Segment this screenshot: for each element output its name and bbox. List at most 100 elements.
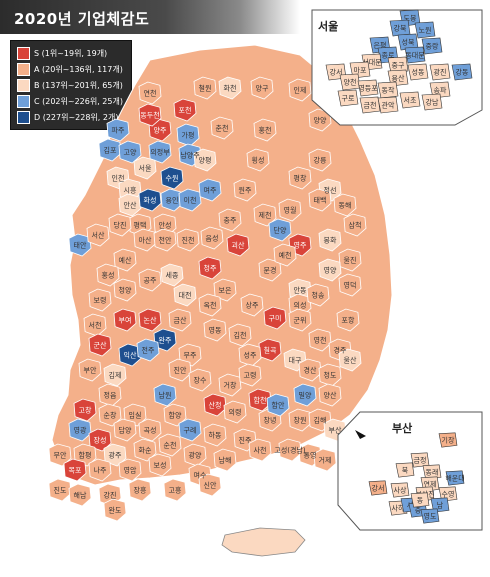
region-84 <box>118 343 142 367</box>
region-75 <box>138 308 162 332</box>
region-69 <box>240 293 264 317</box>
region-label-112: 함안 <box>272 401 285 410</box>
seoul-district-label-22: 관악 <box>382 101 395 110</box>
region-123 <box>248 438 272 462</box>
legend-label-d: D (227위~228위, 2개) <box>34 112 119 122</box>
region-label-117: 장성 <box>94 436 107 445</box>
region-132 <box>213 448 237 472</box>
region-51 <box>176 228 200 252</box>
region-104 <box>318 383 342 407</box>
region-89 <box>238 343 262 367</box>
region-label-104: 양산 <box>324 391 337 400</box>
region-label-100: 고령 <box>244 372 257 380</box>
legend-item-c: C (202위~226위, 25개) <box>17 94 123 108</box>
region-26 <box>333 193 357 217</box>
region-label-141: 해남 <box>74 491 87 500</box>
region-jeju <box>221 527 306 557</box>
region-label-96: 정읍 <box>104 391 117 400</box>
legend-label-s: S (1위~19위, 19개) <box>34 48 108 58</box>
region-label-88: 칠곡 <box>264 346 277 355</box>
region-59 <box>273 243 297 267</box>
region-label-59: 예천 <box>279 251 292 260</box>
region-label-122: 진주 <box>239 436 252 445</box>
seoul-district-2 <box>414 21 436 39</box>
region-77 <box>203 318 227 342</box>
region-label-77: 영동 <box>209 326 222 335</box>
region-label-116: 영광 <box>74 426 87 435</box>
region-label-91: 경산 <box>304 366 317 375</box>
region-label-111: 의령 <box>229 408 242 417</box>
region-42 <box>268 218 292 242</box>
seoul-district-label-15: 강서 <box>330 68 343 77</box>
region-label-103: 밀양 <box>299 392 312 400</box>
region-68 <box>198 293 222 317</box>
legend: S (1위~19위, 19개) A (20위~136위, 117개) B (13… <box>10 40 132 130</box>
region-label-65: 공주 <box>144 277 157 285</box>
region-63 <box>88 288 112 312</box>
legend-item-a: A (20위~136위, 117개) <box>17 62 123 76</box>
region-label-51: 진천 <box>182 236 195 245</box>
region-55 <box>96 263 120 287</box>
region-105 <box>73 398 97 422</box>
region-label-123: 사천 <box>254 446 267 455</box>
busan-district-7 <box>390 482 410 498</box>
region-label-79: 구미 <box>269 314 282 323</box>
seoul-district-14 <box>451 63 473 81</box>
region-7 <box>106 118 130 142</box>
region-62 <box>338 273 362 297</box>
region-94 <box>103 363 127 387</box>
seoul-district-label-13: 광진 <box>434 68 447 77</box>
region-label-81: 영천 <box>314 336 327 345</box>
region-label-78: 김천 <box>234 331 247 340</box>
region-98 <box>188 368 212 392</box>
region-label-12: 홍천 <box>259 126 272 135</box>
region-label-50: 천안 <box>159 236 172 245</box>
busan-pointer <box>355 430 366 439</box>
seoul-inset-title: 서울 <box>318 19 338 33</box>
region-label-69: 상주 <box>246 301 259 310</box>
region-27 <box>343 213 367 237</box>
region-label-80: 군위 <box>294 317 307 325</box>
region-label-16: 고양 <box>124 149 137 157</box>
region-119 <box>138 418 162 442</box>
region-92 <box>318 363 342 387</box>
region-label-4: 인제 <box>294 86 307 95</box>
region-139 <box>198 473 222 497</box>
legend-label-a: A (20위~136위, 117개) <box>34 64 123 74</box>
busan-district-label-11: 사하 <box>392 504 405 513</box>
seoul-district-label-4: 성북 <box>402 38 415 47</box>
region-100 <box>238 363 262 387</box>
seoul-district-label-5: 중랑 <box>426 43 439 51</box>
region-label-74: 부여 <box>119 316 132 325</box>
region-label-7: 파주 <box>112 126 125 135</box>
seoul-district-label-1: 강북 <box>394 24 407 33</box>
region-label-83: 군산 <box>94 341 107 350</box>
region-108 <box>153 383 177 407</box>
region-134 <box>63 458 87 482</box>
legend-swatch-s <box>17 46 30 60</box>
seoul-district-20 <box>337 89 359 107</box>
region-48 <box>108 213 132 237</box>
region-label-54: 예산 <box>119 256 132 265</box>
region-label-114: 김해 <box>314 416 327 425</box>
region-141 <box>68 483 92 507</box>
region-label-42: 단양 <box>274 226 287 235</box>
region-label-124: 고성(경남) <box>274 446 305 455</box>
region-label-106: 순창 <box>104 412 117 420</box>
region-6 <box>173 98 197 122</box>
region-35 <box>233 178 257 202</box>
seoul-district-7 <box>404 46 426 64</box>
legend-swatch-d <box>17 110 30 124</box>
region-137 <box>148 453 172 477</box>
busan-district-9 <box>438 486 458 502</box>
region-93 <box>338 348 362 372</box>
region-0 <box>138 81 162 105</box>
region-label-47: 서산 <box>92 231 105 240</box>
region-143 <box>128 478 152 502</box>
busan-inset: 부산 기장금정북동래해운대연제강서사상부산진수영남사하서중영도동 <box>337 411 483 531</box>
region-label-108: 남원 <box>159 391 172 400</box>
region-36 <box>278 198 302 222</box>
region-label-102: 창녕 <box>264 417 277 425</box>
region-label-40: 충주 <box>224 216 237 225</box>
region-label-20: 서울 <box>139 164 152 173</box>
